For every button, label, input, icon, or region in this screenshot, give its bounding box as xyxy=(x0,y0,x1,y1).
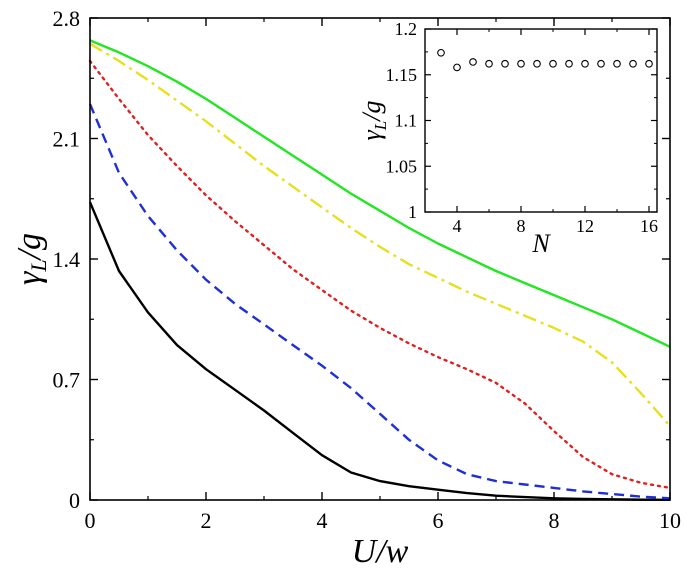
y-axis-label: γL/g xyxy=(11,233,51,285)
y-tick-label: 0.7 xyxy=(53,368,81,393)
inset-point xyxy=(645,59,653,68)
inset-y-tick-label: 1.15 xyxy=(386,65,418,85)
inset-point xyxy=(581,59,589,68)
inset-background xyxy=(425,29,657,212)
x-axis-label: U/w xyxy=(352,533,409,570)
inset-point xyxy=(437,48,445,57)
inset-point xyxy=(501,59,509,68)
inset-point xyxy=(549,59,557,68)
inset-point xyxy=(629,59,637,68)
inset-point xyxy=(469,58,477,66)
y-tick-label: 2.8 xyxy=(53,6,81,31)
inset-y-axis-label: γL/g xyxy=(357,101,390,141)
y-tick-label: 2.1 xyxy=(53,127,81,152)
inset-point xyxy=(565,59,573,68)
series-line-1 xyxy=(88,201,671,501)
inset-y-tick-label: 1.1 xyxy=(395,111,418,131)
y-tick-label: 0 xyxy=(69,488,80,513)
inset-y-tick-label: 1.2 xyxy=(395,19,418,39)
inset-plot: 4 8 12 16 1 1.05 1.1 1.15 1.2 NγL/g xyxy=(357,19,658,258)
inset-x-tick-label: 4 xyxy=(453,216,462,236)
series-line-4 xyxy=(89,42,671,427)
main-plot: 0 2 4 6 8 10 0 0.7 1.4 2.1 2.8 U/w γL/g xyxy=(11,6,681,570)
inset-point xyxy=(597,59,605,68)
inset-x-tick-label: 12 xyxy=(576,216,594,236)
inset-x-axis-label: N xyxy=(531,229,551,258)
inset-point xyxy=(453,63,461,72)
inset-point xyxy=(517,59,525,68)
series-line-5 xyxy=(89,39,671,348)
inset-point xyxy=(533,59,541,68)
x-tick-label: 8 xyxy=(549,508,560,533)
inset-y-tick-label: 1 xyxy=(408,202,417,222)
series-line-2 xyxy=(88,103,671,500)
x-tick-label: 6 xyxy=(433,508,444,533)
x-tick-label: 0 xyxy=(85,508,96,533)
inset-point xyxy=(613,59,621,68)
inset-point xyxy=(485,59,493,68)
inset-x-tick-label: 8 xyxy=(517,216,526,236)
x-tick-label: 4 xyxy=(317,508,328,533)
x-tick-label: 10 xyxy=(659,508,681,533)
y-tick-label: 1.4 xyxy=(53,247,81,272)
x-tick-label: 2 xyxy=(201,508,212,533)
inset-x-tick-label: 16 xyxy=(640,216,658,236)
inset-y-tick-label: 1.05 xyxy=(386,156,418,176)
